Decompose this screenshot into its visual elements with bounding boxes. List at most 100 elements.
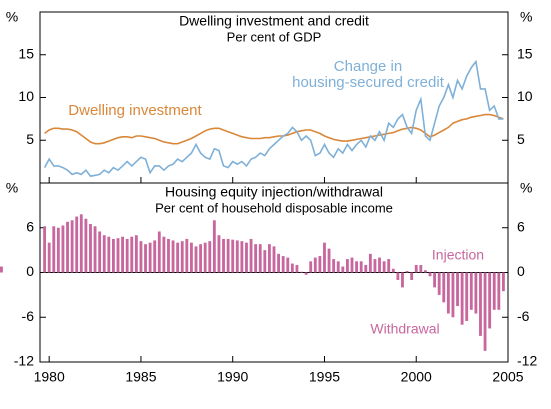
bar <box>240 241 244 273</box>
bar <box>313 257 317 273</box>
bar <box>222 238 225 273</box>
bar <box>185 238 189 273</box>
y-unit: % <box>520 9 532 25</box>
bar <box>474 272 478 314</box>
bar <box>437 272 441 295</box>
bar <box>327 248 331 273</box>
bar <box>300 271 303 273</box>
y-unit: % <box>6 9 18 25</box>
bar <box>396 272 400 280</box>
bar <box>290 263 294 273</box>
y-tick-label: 0 <box>517 263 525 279</box>
y-tick-label: 0 <box>26 263 34 279</box>
bar <box>98 231 102 273</box>
bar <box>84 218 88 273</box>
panel-subtitle: Per cent of household disposable income <box>155 200 393 215</box>
bar <box>378 257 381 273</box>
bar <box>208 241 212 273</box>
series-label: Change in <box>334 58 402 75</box>
bar <box>423 270 427 273</box>
bar <box>189 242 193 273</box>
bar <box>387 259 391 273</box>
bar <box>47 242 51 273</box>
bar <box>162 236 166 273</box>
y-tick-label: -12 <box>517 353 537 369</box>
bar <box>0 266 3 273</box>
bar <box>382 261 386 273</box>
annotation: Injection <box>432 247 484 263</box>
panel-title: Housing equity injection/withdrawal <box>165 184 383 200</box>
bar <box>121 236 125 273</box>
bar <box>497 272 501 310</box>
bar <box>263 250 267 273</box>
bar <box>43 226 47 273</box>
bar <box>419 265 423 273</box>
bar <box>391 268 395 273</box>
bar <box>56 227 60 273</box>
bar <box>134 235 138 273</box>
bar <box>235 240 239 273</box>
bar <box>501 272 505 292</box>
bar <box>79 214 83 273</box>
bar <box>52 226 56 273</box>
bar <box>295 265 299 273</box>
bar <box>364 265 368 273</box>
y-tick-label: 15 <box>517 45 533 61</box>
bar <box>194 246 198 273</box>
bar <box>111 238 115 273</box>
bar <box>483 272 487 351</box>
series-line <box>44 113 504 145</box>
bar <box>148 242 152 273</box>
bar <box>61 225 65 273</box>
x-tick-label: 1990 <box>217 369 248 385</box>
y-tick-label: -12 <box>14 353 34 369</box>
bar <box>171 240 175 273</box>
series-label: housing-secured credit <box>292 74 445 91</box>
bar <box>102 235 106 273</box>
plot-frame <box>39 11 509 363</box>
bar <box>89 224 92 273</box>
y-tick-label: 6 <box>517 218 525 234</box>
bar <box>245 242 248 273</box>
bar <box>157 231 161 273</box>
bar <box>249 238 253 273</box>
bar <box>479 272 482 336</box>
bar <box>323 242 326 273</box>
x-tick-label: 2000 <box>401 369 432 385</box>
bar <box>401 272 404 288</box>
x-tick-label: 2005 <box>492 369 523 385</box>
bar <box>309 261 313 273</box>
y-tick-label: 5 <box>26 131 34 147</box>
y-tick-label: 10 <box>517 88 533 104</box>
bar <box>428 272 432 277</box>
bar <box>318 256 322 273</box>
bar <box>350 257 354 273</box>
bar <box>345 259 349 273</box>
x-tick-label: 1985 <box>125 369 156 385</box>
bar <box>272 246 276 273</box>
bar <box>488 272 492 329</box>
bar <box>167 238 170 273</box>
bar <box>405 271 409 273</box>
bar <box>336 261 340 273</box>
y-tick-label: -6 <box>517 308 530 324</box>
panel-title: Dwelling investment and credit <box>179 13 369 29</box>
bar <box>153 240 157 273</box>
bar <box>286 257 290 273</box>
bar <box>341 266 345 273</box>
bar <box>199 244 203 273</box>
bar <box>75 216 79 273</box>
bar <box>359 261 363 273</box>
bar <box>460 272 464 325</box>
bar <box>212 220 216 273</box>
bar <box>226 238 230 273</box>
bar <box>254 244 258 273</box>
y-unit: % <box>520 180 532 196</box>
bar <box>410 272 414 280</box>
bar <box>414 265 418 273</box>
bar <box>231 239 235 273</box>
bar <box>176 242 180 273</box>
bar <box>492 272 496 310</box>
